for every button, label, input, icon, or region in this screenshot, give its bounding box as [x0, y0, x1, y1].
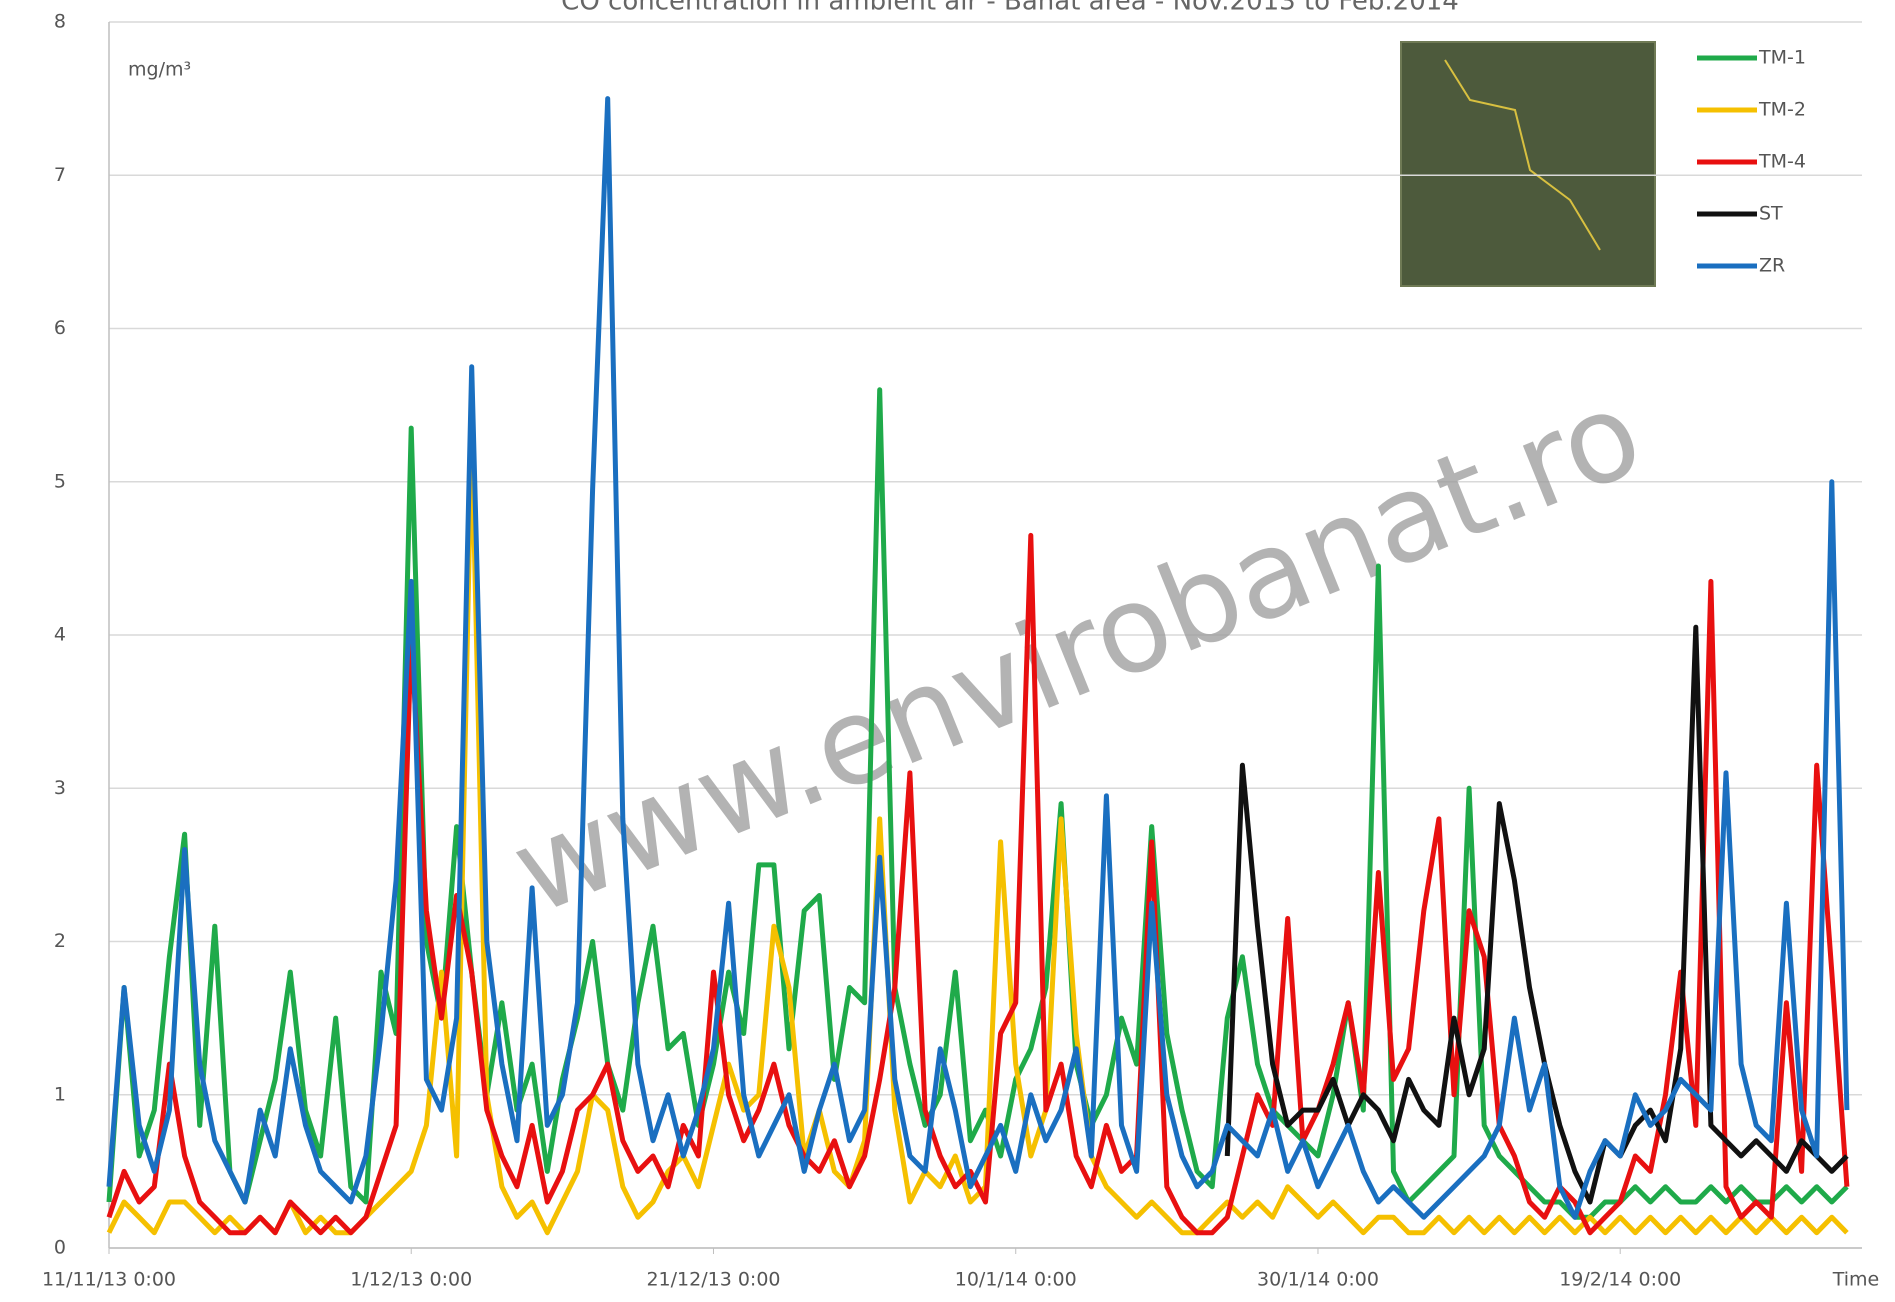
- legend-label: TM-4: [1758, 151, 1806, 173]
- y-axis-label: mg/m³: [128, 59, 191, 81]
- series-line: [106, 532, 1850, 1236]
- x-tick-label: 11/11/13 0:00: [42, 1269, 176, 1291]
- y-tick-label: 2: [54, 930, 66, 952]
- series-line: [106, 96, 1850, 1220]
- x-tick-label: 30/1/14 0:00: [1257, 1269, 1379, 1291]
- y-tick-label: 5: [54, 470, 66, 492]
- chart-title: CO concentration in ambient air - Banat …: [561, 0, 1459, 17]
- y-tick-label: 0: [54, 1237, 66, 1259]
- legend-label: TM-1: [1758, 47, 1806, 69]
- map-boundary: [1444, 59, 1601, 251]
- legend-label: ST: [1759, 203, 1783, 225]
- y-tick-label: 8: [54, 11, 66, 33]
- x-tick-label: 1/12/13 0:00: [350, 1269, 472, 1291]
- legend-label: ZR: [1759, 255, 1785, 277]
- x-axis-label: Time: [1832, 1269, 1880, 1291]
- series-line: [106, 387, 1849, 1220]
- watermark: www.envirobanat.ro: [494, 363, 1659, 942]
- y-tick-label: 6: [54, 317, 66, 339]
- map-border: [1400, 41, 1656, 287]
- series-line: [1224, 624, 1849, 1205]
- series-line: [106, 425, 1849, 1236]
- x-tick-label: 10/1/14 0:00: [955, 1269, 1077, 1291]
- legend-label: TM-2: [1758, 99, 1806, 121]
- x-tick-label: 19/2/14 0:00: [1559, 1269, 1681, 1291]
- y-tick-label: 7: [54, 164, 66, 186]
- y-tick-label: 4: [54, 624, 66, 646]
- map-inset: [1400, 41, 1656, 287]
- x-tick-label: 21/12/13 0:00: [646, 1269, 780, 1291]
- y-tick-label: 1: [54, 1083, 66, 1105]
- y-tick-label: 3: [54, 777, 66, 799]
